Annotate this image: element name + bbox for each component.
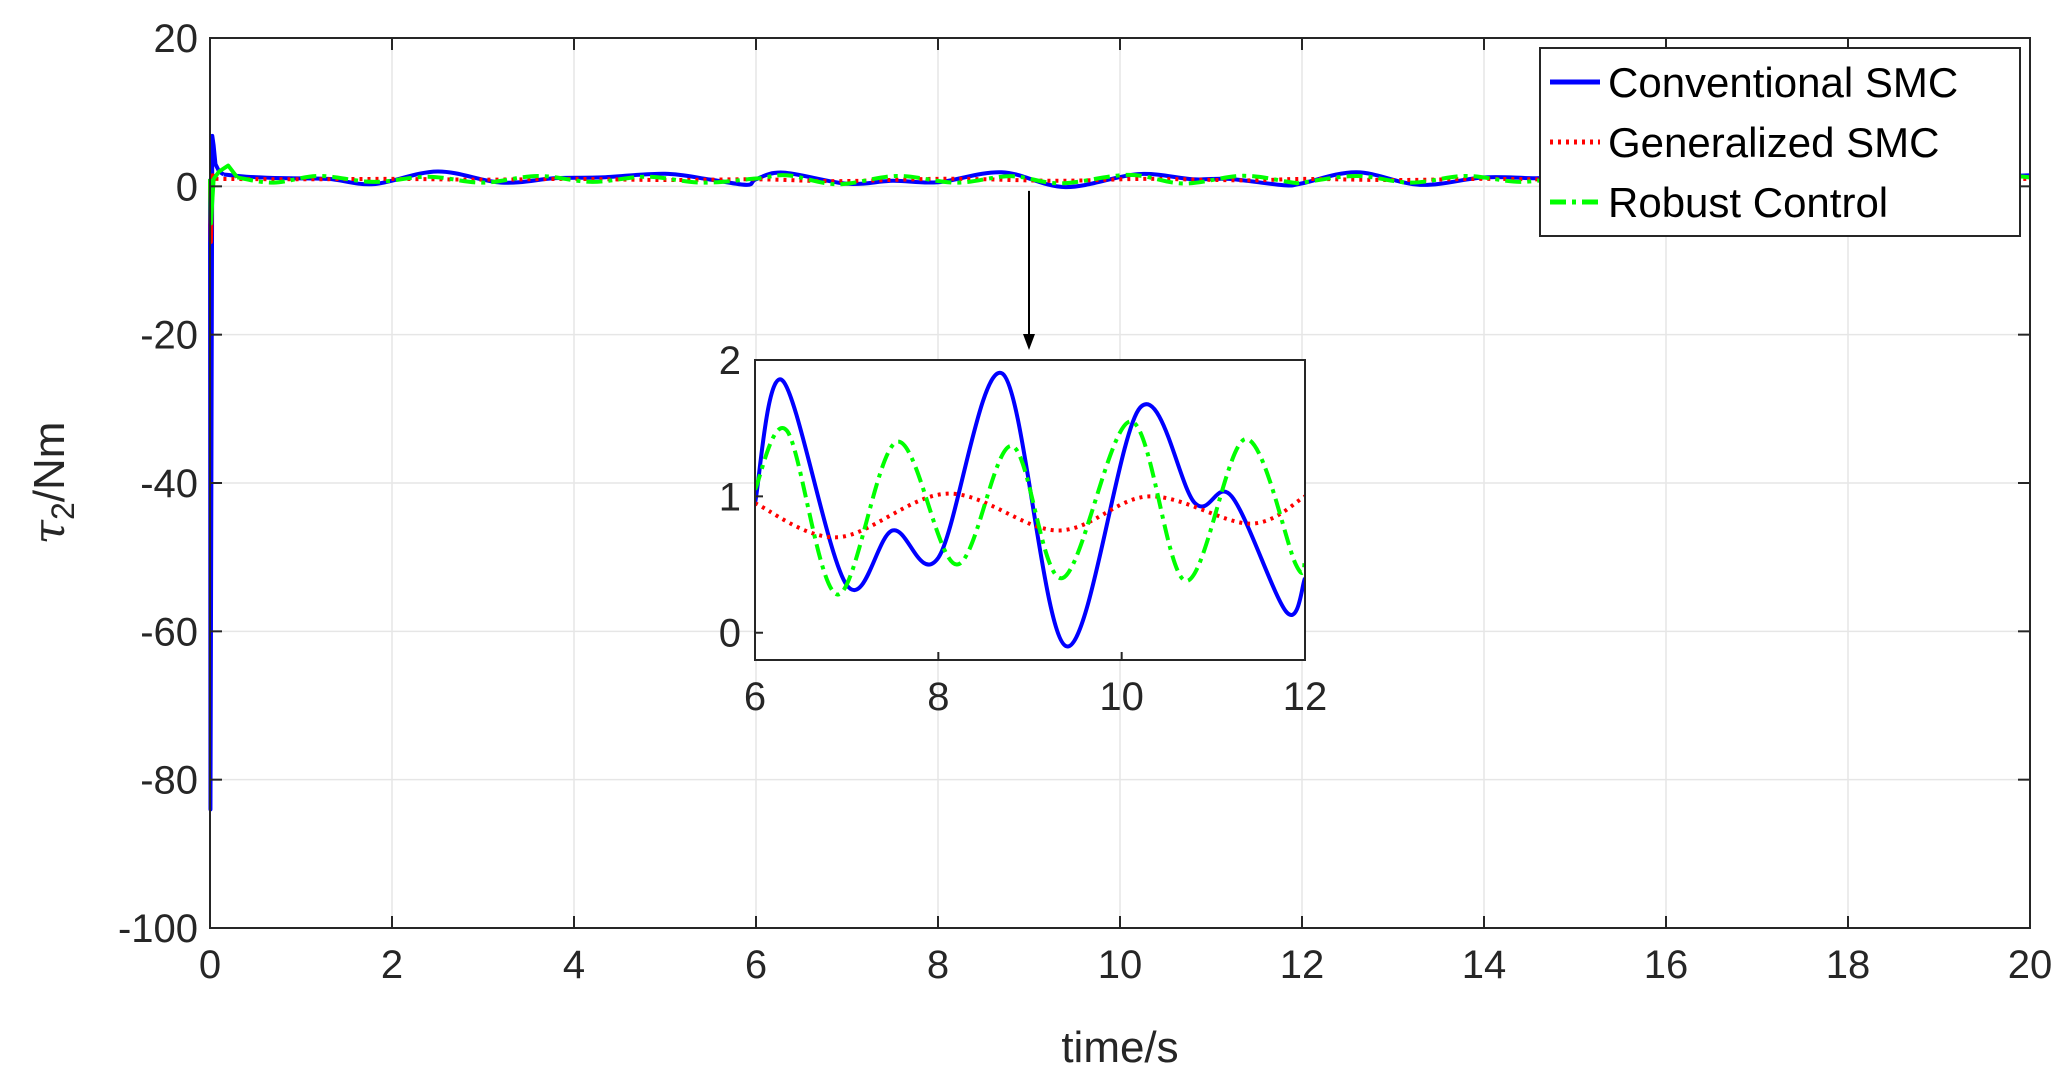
inset-y-tick-label-1: 1 bbox=[719, 475, 741, 519]
inset-x-tick-label-10: 10 bbox=[1099, 675, 1144, 719]
legend-label-robust-control: Robust Control bbox=[1608, 179, 1888, 226]
inset-series-generalized-smc-line bbox=[755, 491, 1305, 540]
y-tick-label-0: 0 bbox=[176, 165, 198, 209]
inset-series-conventional-smc-line bbox=[755, 370, 1305, 649]
x-tick-label-18: 18 bbox=[1826, 943, 1871, 987]
y-tick-label-20: -20 bbox=[140, 314, 198, 358]
y-axis-label: τ2/Nm bbox=[24, 422, 81, 545]
inset-x-tick-label-8: 8 bbox=[927, 675, 949, 719]
inset-pointer-arrow bbox=[1023, 190, 1035, 350]
x-tick-label-16: 16 bbox=[1644, 943, 1689, 987]
x-tick-label-2: 2 bbox=[381, 943, 403, 987]
x-tick-label-10: 10 bbox=[1098, 943, 1143, 987]
y-tick-label-80: -80 bbox=[140, 759, 198, 803]
x-tick-label-6: 6 bbox=[745, 943, 767, 987]
legend-box bbox=[1539, 47, 2021, 237]
inset-pointer-head bbox=[1023, 334, 1035, 350]
main-x-tick-labels: 0 2 4 6 8 10 12 14 16 18 20 bbox=[199, 943, 2052, 987]
inset-y-tick-label-2: 2 bbox=[719, 339, 741, 383]
main-plot-frame bbox=[209, 37, 2031, 929]
x-tick-label-0: 0 bbox=[199, 943, 221, 987]
x-tick-label-12: 12 bbox=[1280, 943, 1325, 987]
inset-series-group bbox=[755, 370, 1305, 649]
x-axis-label: time/s bbox=[1061, 1023, 1178, 1072]
x-tick-label-14: 14 bbox=[1462, 943, 1507, 987]
inset-x-tick-label-6: 6 bbox=[744, 675, 766, 719]
x-tick-label-20: 20 bbox=[2008, 943, 2053, 987]
y-tick-label-20: 20 bbox=[154, 17, 199, 61]
inset-x-tick-labels: 6 8 10 12 bbox=[744, 675, 1327, 719]
inset-axes: 6 8 10 12 210 bbox=[719, 339, 1328, 719]
y-axis-label-symbol: τ bbox=[24, 519, 75, 544]
legend: Conventional SMC Generalized SMC Robust … bbox=[1539, 47, 2021, 237]
y-axis-label-subscript: 2 bbox=[45, 502, 81, 520]
inset-series-robust-control-line bbox=[755, 419, 1305, 597]
legend-label-conventional-smc: Conventional SMC bbox=[1608, 59, 1958, 106]
inset-x-tick-label-12: 12 bbox=[1283, 675, 1328, 719]
inset-plot-frame bbox=[754, 359, 1306, 661]
y-axis-label-unit: /Nm bbox=[25, 422, 74, 503]
inset-y-tick-label-0: 0 bbox=[719, 612, 741, 656]
inset-plot-area bbox=[755, 360, 1305, 660]
y-tick-label-40: -40 bbox=[140, 462, 198, 506]
main-y-tick-labels: 20 0 -20 -40 -60 -80 -100 bbox=[118, 17, 198, 951]
y-tick-label-60: -60 bbox=[140, 610, 198, 654]
inset-y-tick-labels: 2 1 0 bbox=[719, 339, 741, 656]
x-tick-label-8: 8 bbox=[927, 943, 949, 987]
legend-label-generalized-smc: Generalized SMC bbox=[1608, 119, 1939, 166]
y-tick-label-100: -100 bbox=[118, 907, 198, 951]
x-tick-label-4: 4 bbox=[563, 943, 585, 987]
